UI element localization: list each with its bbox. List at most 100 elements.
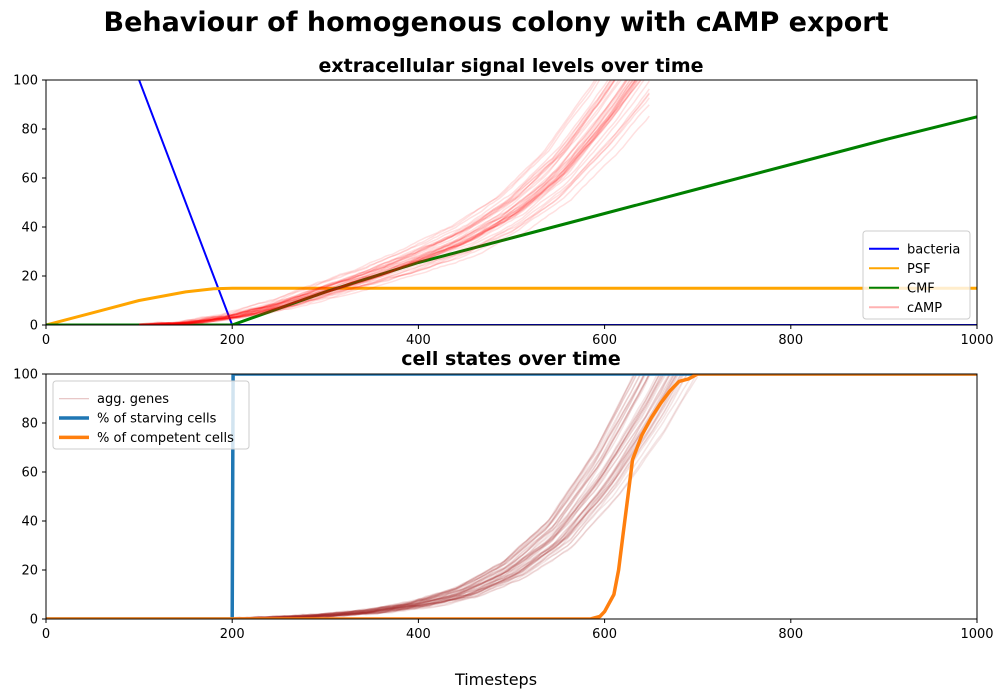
series-psf-line — [46, 286, 977, 325]
series-camp-line — [139, 80, 642, 325]
series-agg-genes-line — [232, 374, 650, 619]
series-camp-line — [139, 80, 627, 325]
signal-levels-legend: bacteria PSF CMF cAMP — [862, 230, 971, 320]
series-agg-genes-line — [232, 374, 671, 619]
series-camp-line — [139, 80, 637, 325]
series-camp-line — [139, 80, 596, 325]
series-camp-line — [139, 104, 650, 325]
legend-label-camp: cAMP — [907, 301, 942, 316]
series-camp-line — [139, 80, 643, 325]
series-agg-genes-line — [232, 374, 672, 619]
series-agg-genes-line — [232, 374, 635, 619]
x-tick-label: 0 — [42, 627, 50, 642]
legend-box — [52, 380, 250, 450]
y-tick-label: 20 — [21, 564, 38, 579]
x-tick-label: 400 — [406, 627, 431, 642]
legend-label-psf: PSF — [907, 262, 931, 277]
cell-states-ticks: 0 200 400 600 800 1000 0 20 40 60 80 100 — [13, 368, 993, 643]
series-agg-genes-line — [232, 374, 680, 619]
y-tick-label: 40 — [21, 221, 38, 236]
signal-levels-plot-area — [46, 80, 977, 325]
signal-levels-title: extracellular signal levels over time — [318, 55, 703, 77]
x-tick-label: 800 — [778, 333, 803, 348]
series-agg-genes-line — [232, 374, 665, 619]
series-camp-line — [139, 80, 639, 325]
series-camp-line — [139, 80, 616, 325]
series-agg-genes-line — [232, 374, 646, 619]
cell-states-plot-area — [46, 374, 977, 619]
series-agg-genes-line — [232, 374, 638, 619]
y-tick-label: 80 — [21, 123, 38, 138]
series-camp-line — [139, 80, 639, 325]
series-camp-line — [139, 80, 616, 325]
series-agg-genes-line — [232, 374, 678, 619]
series-agg-genes-line — [232, 374, 646, 619]
series-camp-line — [139, 80, 634, 325]
series-agg-genes-line — [232, 374, 647, 619]
y-tick-label: 100 — [13, 74, 38, 89]
series-camp-line — [139, 80, 617, 325]
series-agg-genes-line — [232, 374, 642, 619]
series-agg-genes-line — [232, 374, 678, 619]
cell-states-frame — [45, 373, 978, 620]
cell-states-legend: agg. genes % of starving cells % of compet… — [52, 380, 250, 450]
series-camp-line — [139, 93, 650, 325]
series-camp-line — [139, 97, 650, 325]
y-tick-label: 100 — [13, 368, 38, 383]
series-agg-genes-line — [232, 374, 651, 619]
series-agg-genes-line — [232, 374, 685, 619]
series-camp-line — [139, 80, 609, 325]
series-agg-genes-line — [232, 374, 683, 619]
series-agg-genes-line — [232, 374, 661, 619]
series-camp-line — [139, 80, 620, 325]
signal-levels-axes: extracellular signal levels over time 0 2… — [13, 55, 993, 348]
series-agg-genes-line — [232, 374, 636, 619]
y-tick-label: 20 — [21, 270, 38, 285]
series-agg-genes-line — [232, 374, 674, 619]
legend-label-of-competent-cells: % of competent cells — [97, 431, 234, 446]
series-agg-genes-line — [232, 374, 688, 619]
series-camp-line — [139, 80, 628, 325]
x-tick-label: 200 — [220, 627, 245, 642]
series-camp-line — [139, 115, 650, 325]
y-tick-label: 40 — [21, 515, 38, 530]
series-agg-genes-line — [232, 374, 682, 619]
series-agg-genes-line — [232, 374, 670, 619]
series-camp-line — [139, 80, 637, 325]
series-agg-genes-line — [232, 374, 663, 619]
cell-states-title: cell states over time — [401, 348, 620, 370]
legend-label-bacteria: bacteria — [907, 242, 960, 257]
x-tick-label: 600 — [592, 333, 617, 348]
x-tick-label: 600 — [592, 627, 617, 642]
series-agg-genes-line — [232, 374, 666, 619]
series-agg-genes-line — [232, 374, 659, 619]
series-bacteria-line — [137, 80, 977, 325]
figure-suptitle: Behaviour of homogenous colony with cAMP… — [103, 7, 888, 38]
series-of-competent-cells-line — [46, 374, 977, 619]
series-agg-genes-line — [232, 374, 661, 619]
legend-label-cmf: CMF — [907, 281, 935, 296]
x-tick-label: 0 — [42, 333, 50, 348]
series-agg-genes-line — [232, 374, 676, 619]
series-agg-genes-line — [232, 374, 675, 619]
cell-states-axes: cell states over time 0 200 400 600 800 10000… — [13, 348, 993, 643]
y-tick-label: 60 — [21, 466, 38, 481]
x-tick-label: 200 — [220, 333, 245, 348]
series-camp-line — [139, 80, 616, 325]
series-agg-genes-line — [232, 374, 651, 619]
series-agg-genes-line — [232, 374, 679, 619]
legend-label-of-starving-cells: % of starving cells — [97, 412, 217, 427]
x-tick-label: 1000 — [960, 333, 993, 348]
series-camp-line — [138, 80, 601, 325]
series-agg-genes-line — [232, 374, 688, 619]
series-agg-genes-line — [232, 374, 651, 619]
series-camp-line — [139, 80, 639, 325]
series-cmf-line — [46, 115, 977, 325]
series-camp-line — [139, 80, 622, 325]
series-agg-genes-line — [232, 374, 645, 619]
legend-box — [862, 230, 971, 320]
series-agg-genes-line — [232, 374, 675, 619]
series-camp-line — [138, 80, 645, 325]
series-camp-line — [139, 80, 641, 325]
